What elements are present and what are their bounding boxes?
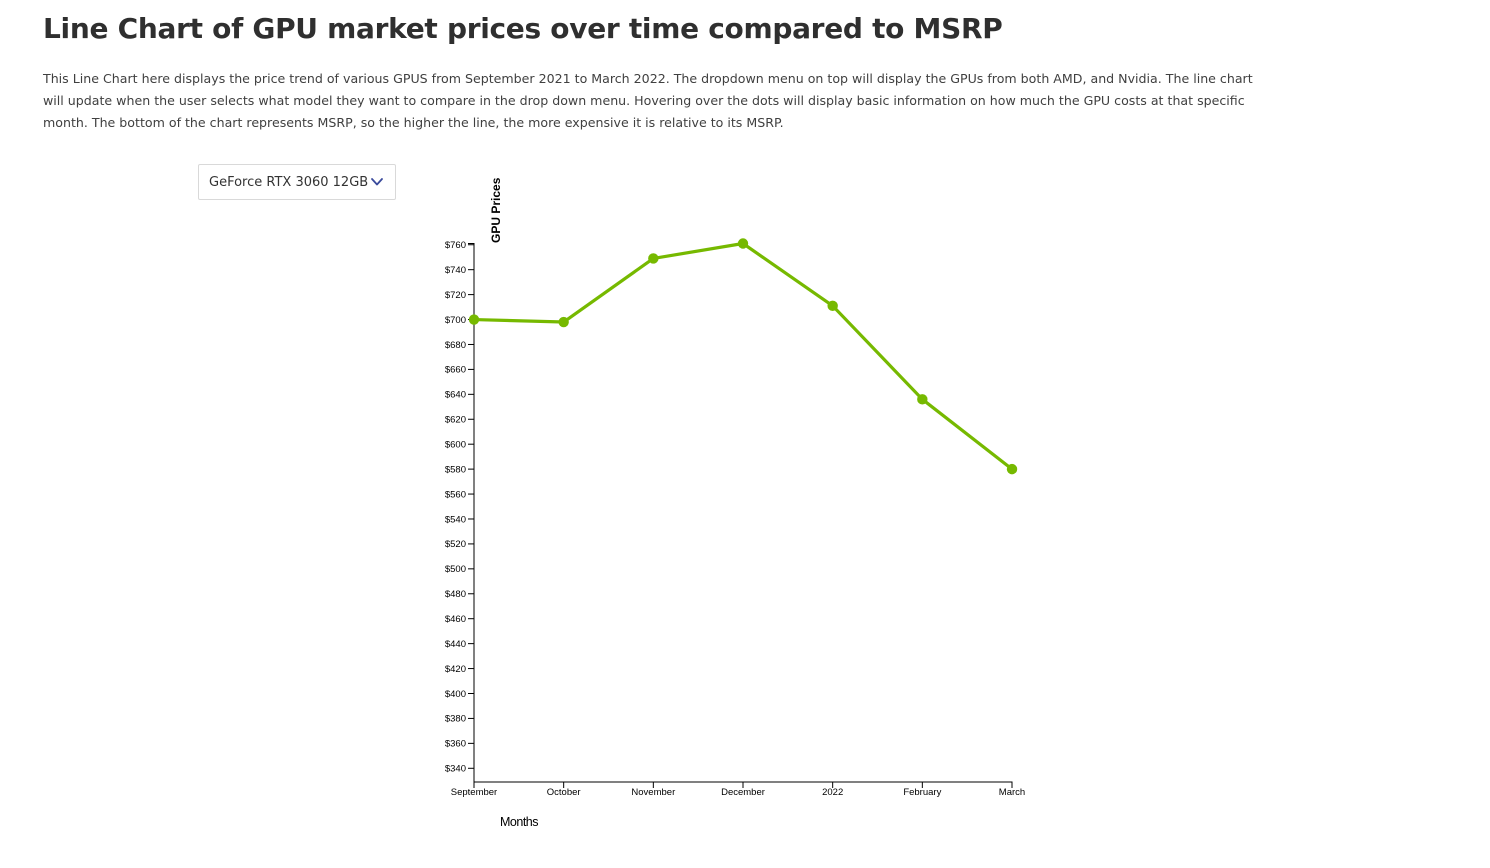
- gpu-model-selected-value: GeForce RTX 3060 12GB: [209, 174, 369, 190]
- data-point[interactable]: [737, 238, 749, 249]
- y-tick-label: $460: [445, 614, 466, 625]
- y-tick-label: $500: [445, 564, 466, 575]
- series-line: [473, 241, 1013, 471]
- x-tick-label: November: [631, 787, 675, 798]
- x-tick-label: 2022: [822, 787, 843, 798]
- y-tick-label: $740: [445, 265, 466, 276]
- x-tick-label: December: [721, 787, 765, 798]
- data-point[interactable]: [648, 253, 659, 264]
- y-tick-label: $760: [445, 240, 466, 251]
- y-tick-label: $380: [445, 714, 466, 725]
- y-tick-label: $680: [445, 340, 466, 351]
- y-tick-label: $480: [445, 589, 466, 600]
- y-tick-label: $360: [445, 739, 466, 750]
- data-point[interactable]: [917, 394, 928, 405]
- gpu-model-dropdown[interactable]: GeForce RTX 3060 12GB: [198, 164, 396, 200]
- y-tick-label: $720: [445, 290, 466, 301]
- y-tick-label: $340: [445, 764, 466, 775]
- x-tick-label: September: [451, 787, 497, 798]
- y-tick-label: $420: [445, 664, 466, 675]
- chart-description: This Line Chart here displays the price …: [43, 71, 1253, 130]
- page-title: Line Chart of GPU market prices over tim…: [43, 12, 1003, 45]
- y-axis-line: [468, 243, 475, 782]
- y-tick-label: $620: [445, 415, 466, 426]
- chevron-down-icon: [371, 178, 383, 186]
- data-point[interactable]: [1006, 463, 1018, 475]
- y-tick-label: $660: [445, 365, 466, 376]
- x-tick-label: March: [999, 787, 1025, 798]
- y-tick-label: $400: [445, 689, 466, 700]
- y-tick-label: $600: [445, 439, 466, 450]
- y-tick-label: $580: [445, 464, 466, 475]
- y-tick-label: $440: [445, 639, 466, 650]
- data-point[interactable]: [558, 316, 569, 328]
- y-tick-label: $520: [445, 539, 466, 550]
- y-axis-title: GPU Prices: [489, 177, 503, 243]
- x-tick-label: February: [903, 787, 941, 798]
- y-tick-label: $540: [445, 514, 466, 525]
- y-tick-label: $700: [445, 315, 466, 326]
- x-tick-label: October: [547, 787, 581, 798]
- x-axis-title: Months: [500, 815, 538, 829]
- data-point[interactable]: [827, 300, 838, 312]
- y-tick-label: $640: [445, 390, 466, 401]
- data-point[interactable]: [468, 314, 480, 325]
- y-tick-label: $560: [445, 489, 466, 500]
